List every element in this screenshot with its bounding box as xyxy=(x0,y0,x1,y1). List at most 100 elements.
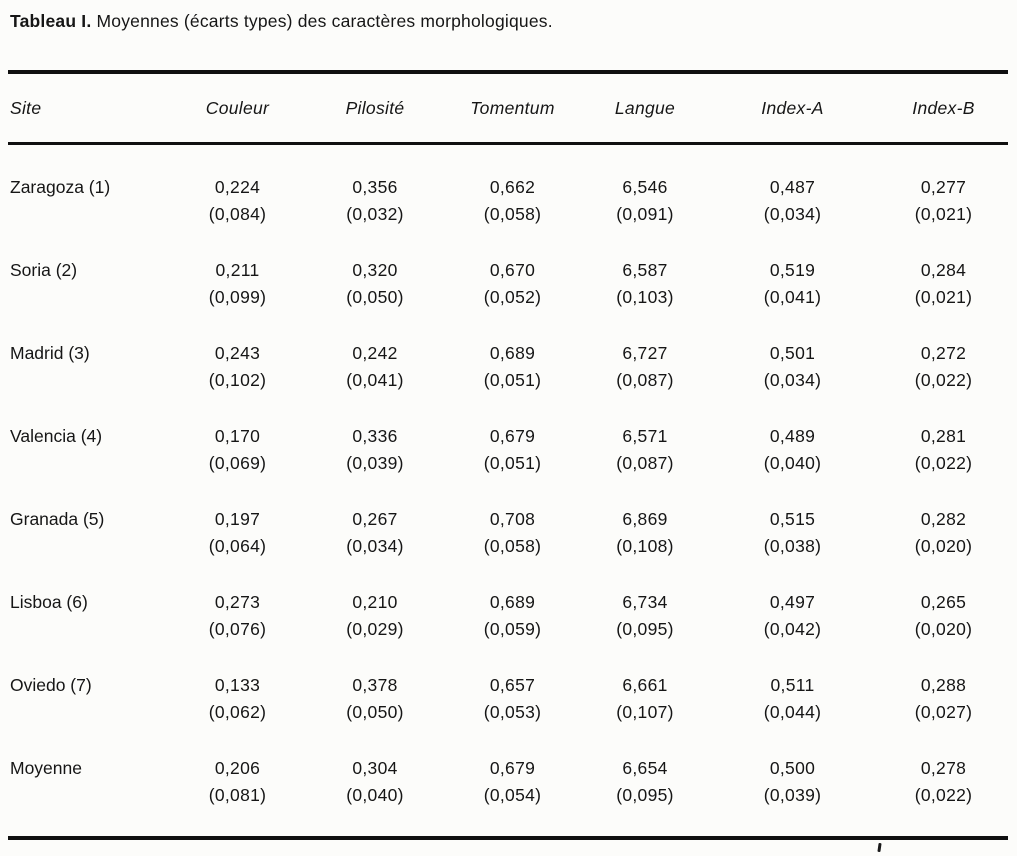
mean-value: 0,304 xyxy=(352,758,398,778)
sd-value: (0,076) xyxy=(208,619,267,639)
data-cell: 0,243 (0,102) xyxy=(165,340,310,394)
table-caption-number: Tableau I. xyxy=(10,11,92,31)
column-header-index-a: Index-A xyxy=(761,98,824,118)
data-cell: 0,288 (0,027) xyxy=(880,672,1007,726)
sd-value: (0,052) xyxy=(483,287,542,307)
mean-value: 0,197 xyxy=(214,509,261,529)
data-cell: 0,272 (0,022) xyxy=(880,340,1007,394)
mean-value: 0,210 xyxy=(352,592,398,612)
mean-value: 0,500 xyxy=(769,758,816,778)
sd-value: (0,054) xyxy=(483,785,542,805)
data-cell: 0,304 (0,040) xyxy=(310,755,440,809)
data-cell: 0,336 (0,039) xyxy=(310,423,440,477)
data-cell: 0,487 (0,034) xyxy=(705,174,880,228)
column-header-site: Site xyxy=(10,98,42,118)
table-row: Granada (5) 0,197 (0,064) 0,267 (0,034) 0,708… xyxy=(10,477,1007,560)
data-cell: 0,282 (0,020) xyxy=(880,506,1007,560)
mean-value: 0,242 xyxy=(352,343,398,363)
sd-value: (0,059) xyxy=(483,619,542,639)
mean-value: 6,727 xyxy=(622,343,668,363)
sd-value: (0,040) xyxy=(346,785,404,805)
mean-value: 0,320 xyxy=(352,260,398,280)
data-cell: 0,519 (0,041) xyxy=(705,257,880,311)
data-cell: 6,734 (0,095) xyxy=(585,589,705,643)
mean-value: 0,657 xyxy=(489,675,536,695)
sd-value: (0,022) xyxy=(914,785,973,805)
sd-value: (0,058) xyxy=(483,536,542,556)
sd-value: (0,095) xyxy=(616,785,674,805)
mean-value: 0,272 xyxy=(920,343,967,363)
sd-value: (0,021) xyxy=(914,287,973,307)
column-header-tomentum: Tomentum xyxy=(470,98,555,118)
sd-value: (0,034) xyxy=(763,370,822,390)
site-label: Granada (5) xyxy=(10,509,105,529)
sd-value: (0,084) xyxy=(208,204,267,224)
site-label: Lisboa (6) xyxy=(10,592,88,612)
table-bottom-rule xyxy=(8,836,1008,840)
sd-value: (0,062) xyxy=(208,702,267,722)
site-label: Valencia (4) xyxy=(10,426,103,446)
data-cell: 0,501 (0,034) xyxy=(705,340,880,394)
mean-value: 0,277 xyxy=(920,177,967,197)
mean-value: 0,489 xyxy=(769,426,816,446)
mean-value: 0,282 xyxy=(920,509,967,529)
data-cell: 0,206 (0,081) xyxy=(165,755,310,809)
table-caption: Tableau I. Moyennes (écarts types) des c… xyxy=(10,11,553,32)
mean-value: 0,170 xyxy=(214,426,261,446)
mean-value: 0,267 xyxy=(352,509,398,529)
mean-value: 0,273 xyxy=(214,592,261,612)
column-header-index-b: Index-B xyxy=(912,98,975,118)
mean-value: 0,689 xyxy=(489,343,536,363)
sd-value: (0,027) xyxy=(914,702,973,722)
sd-value: (0,107) xyxy=(616,702,674,722)
data-cell: 0,378 (0,050) xyxy=(310,672,440,726)
mean-value: 0,497 xyxy=(769,592,816,612)
mean-value: 6,654 xyxy=(622,758,668,778)
column-header-langue: Langue xyxy=(614,98,676,118)
sd-value: (0,039) xyxy=(346,453,404,473)
data-cell: 0,210 (0,029) xyxy=(310,589,440,643)
site-label: Oviedo (7) xyxy=(10,675,92,695)
data-cell: 0,708 (0,058) xyxy=(440,506,585,560)
mean-value: 0,378 xyxy=(352,675,398,695)
data-cell: 0,211 (0,099) xyxy=(165,257,310,311)
data-cell: 0,224 (0,084) xyxy=(165,174,310,228)
sd-value: (0,029) xyxy=(346,619,404,639)
table-header-row: Site Couleur Pilosité Tomentum Langue In… xyxy=(10,98,1007,119)
sd-value: (0,051) xyxy=(483,453,542,473)
mean-value: 0,265 xyxy=(920,592,967,612)
data-cell: 0,689 (0,051) xyxy=(440,340,585,394)
mean-value: 0,679 xyxy=(489,758,536,778)
mean-value: 0,211 xyxy=(215,260,260,280)
sd-value: (0,051) xyxy=(483,370,542,390)
data-cell: 0,197 (0,064) xyxy=(165,506,310,560)
data-cell: 0,489 (0,040) xyxy=(705,423,880,477)
sd-value: (0,034) xyxy=(346,536,404,556)
data-cell: 0,284 (0,021) xyxy=(880,257,1007,311)
data-cell: 6,546 (0,091) xyxy=(585,174,705,228)
mean-value: 0,224 xyxy=(214,177,261,197)
table-top-rule xyxy=(8,70,1008,74)
mean-value: 6,734 xyxy=(622,592,668,612)
mean-value: 0,133 xyxy=(214,675,261,695)
sd-value: (0,034) xyxy=(763,204,822,224)
sd-value: (0,095) xyxy=(616,619,674,639)
mean-value: 0,679 xyxy=(489,426,536,446)
mean-value: 0,487 xyxy=(769,177,816,197)
data-cell: 0,281 (0,022) xyxy=(880,423,1007,477)
sd-value: (0,040) xyxy=(763,453,822,473)
sd-value: (0,038) xyxy=(763,536,822,556)
sd-value: (0,102) xyxy=(208,370,267,390)
sd-value: (0,099) xyxy=(208,287,267,307)
data-cell: 0,356 (0,032) xyxy=(310,174,440,228)
data-cell: 0,273 (0,076) xyxy=(165,589,310,643)
data-cell: 0,278 (0,022) xyxy=(880,755,1007,809)
sd-value: (0,021) xyxy=(914,204,973,224)
site-label: Madrid (3) xyxy=(10,343,90,363)
column-header-pilosite: Pilosité xyxy=(345,98,405,118)
table-row: Oviedo (7) 0,133 (0,062) 0,378 (0,050) 0,657 (… xyxy=(10,643,1007,726)
column-header-couleur: Couleur xyxy=(205,98,270,118)
mean-value: 0,689 xyxy=(489,592,536,612)
mean-value: 0,206 xyxy=(214,758,261,778)
data-cell: 0,500 (0,039) xyxy=(705,755,880,809)
